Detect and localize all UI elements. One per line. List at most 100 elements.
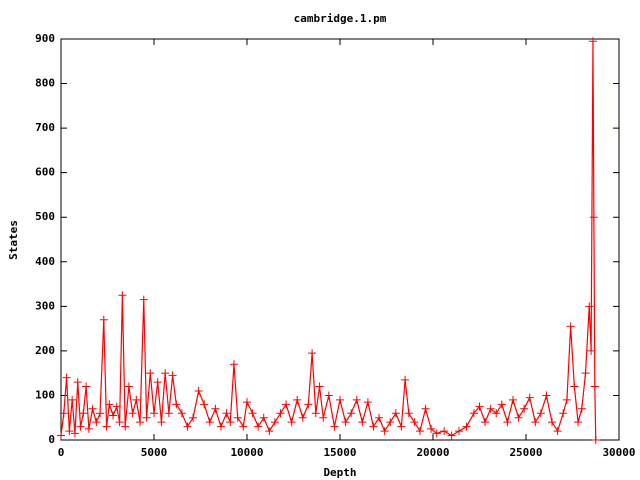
data-point [585, 302, 594, 311]
data-point [84, 424, 93, 433]
data-point [105, 400, 114, 409]
data-point [469, 409, 478, 418]
data-point [574, 418, 583, 427]
data-point [124, 382, 133, 391]
y-tick-label: 300 [35, 299, 55, 312]
data-point [96, 409, 105, 418]
data-point [591, 436, 600, 444]
data-point [254, 422, 263, 431]
data-point [432, 429, 441, 438]
data-point [82, 382, 91, 391]
data-point [164, 409, 173, 418]
x-tick-label: 30000 [602, 446, 635, 459]
data-point [248, 409, 257, 418]
data-point [136, 418, 145, 427]
data-point [99, 315, 108, 324]
data-point [172, 400, 181, 409]
data-point [239, 422, 248, 431]
data-point [142, 413, 151, 422]
data-point [386, 418, 395, 427]
data-point [363, 398, 372, 407]
data-point [562, 395, 571, 404]
data-point [319, 413, 328, 422]
y-tick-label: 700 [35, 121, 55, 134]
data-point [139, 295, 148, 304]
data-point [311, 409, 320, 418]
data-point [200, 400, 209, 409]
data-point [404, 409, 413, 418]
data-point [226, 418, 235, 427]
data-point [588, 37, 597, 46]
data-point [508, 395, 517, 404]
data-point [189, 413, 198, 422]
data-point [177, 409, 186, 418]
data-point [211, 404, 220, 413]
data-point [336, 395, 344, 404]
data-point [536, 409, 545, 418]
data-point [157, 418, 166, 427]
data-point [486, 404, 495, 413]
data-point [462, 422, 471, 431]
data-point [514, 413, 523, 422]
data-point [79, 409, 88, 418]
data-point [59, 409, 68, 418]
data-point [503, 418, 512, 427]
data-point [577, 404, 586, 413]
data-point [559, 409, 568, 418]
data-point [259, 413, 268, 422]
data-point [531, 418, 540, 427]
x-axis-label: Depth [323, 466, 356, 479]
y-tick-label: 800 [35, 77, 55, 90]
data-point [270, 418, 279, 427]
data-point [369, 422, 378, 431]
data-point [150, 409, 158, 418]
data-point [118, 291, 127, 300]
data-line [60, 41, 597, 441]
data-point [132, 395, 141, 404]
data-point [421, 404, 430, 413]
data-point [587, 346, 596, 355]
data-point [358, 418, 367, 427]
data-point [293, 395, 302, 404]
data-point [347, 409, 356, 418]
data-point [265, 427, 274, 436]
data-point [315, 382, 324, 391]
data-point [352, 395, 361, 404]
data-point [153, 378, 162, 387]
data-point [205, 418, 214, 427]
data-point [229, 360, 238, 369]
data-point [109, 411, 118, 420]
data-point [427, 424, 436, 433]
data-point [304, 400, 313, 409]
data-point [570, 382, 579, 391]
data-point [415, 427, 424, 436]
data-point [243, 398, 251, 407]
data-point [447, 431, 456, 440]
data-point [57, 431, 65, 440]
y-tick-label: 900 [35, 32, 55, 45]
data-point [542, 391, 551, 400]
y-tick-label: 500 [35, 210, 55, 223]
data-point [276, 409, 285, 418]
data-point [324, 391, 333, 400]
data-point [282, 400, 291, 409]
data-point [410, 418, 419, 427]
chart-title: cambridge.1.pm [294, 12, 387, 25]
data-point [73, 378, 82, 387]
data-point [553, 427, 562, 436]
data-point [492, 409, 501, 418]
data-point [76, 422, 85, 431]
x-tick-label: 15000 [323, 446, 356, 459]
y-axis-label: States [7, 220, 20, 260]
data-point [330, 422, 339, 431]
data-point [566, 322, 575, 331]
data-point [68, 395, 77, 404]
data-point [455, 427, 464, 436]
data-point [168, 371, 177, 380]
data-point [128, 409, 137, 418]
data-point [121, 422, 130, 431]
data-point [590, 382, 599, 391]
data-point [146, 369, 155, 378]
data-point [216, 422, 225, 431]
data-point [88, 404, 97, 413]
